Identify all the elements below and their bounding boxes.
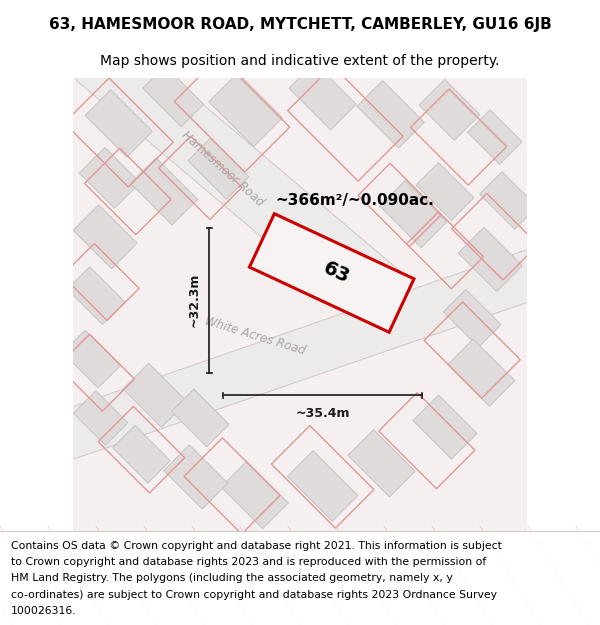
Text: White Acres Road: White Acres Road <box>203 315 307 358</box>
Polygon shape <box>76 31 411 329</box>
Polygon shape <box>63 330 121 388</box>
Polygon shape <box>164 445 228 509</box>
Text: 63: 63 <box>320 259 353 288</box>
Polygon shape <box>419 79 480 140</box>
Text: ~32.3m: ~32.3m <box>187 273 200 328</box>
Polygon shape <box>73 78 527 531</box>
Polygon shape <box>172 389 229 447</box>
Text: ~366m²/~0.090ac.: ~366m²/~0.090ac. <box>275 193 434 208</box>
Polygon shape <box>67 267 125 324</box>
Polygon shape <box>380 181 447 248</box>
Polygon shape <box>73 204 137 269</box>
Polygon shape <box>130 158 198 225</box>
Text: 100026316.: 100026316. <box>11 606 76 616</box>
Polygon shape <box>85 90 152 157</box>
Polygon shape <box>348 429 415 497</box>
Polygon shape <box>209 73 283 147</box>
Polygon shape <box>357 81 424 148</box>
Polygon shape <box>73 391 128 445</box>
Text: HM Land Registry. The polygons (including the associated geometry, namely x, y: HM Land Registry. The polygons (includin… <box>11 574 452 584</box>
Polygon shape <box>221 461 289 529</box>
Polygon shape <box>188 138 249 199</box>
Polygon shape <box>443 289 501 347</box>
Polygon shape <box>289 62 356 130</box>
Polygon shape <box>287 451 358 521</box>
Polygon shape <box>458 228 523 291</box>
Polygon shape <box>250 214 414 332</box>
Text: 63, HAMESMOOR ROAD, MYTCHETT, CAMBERLEY, GU16 6JB: 63, HAMESMOOR ROAD, MYTCHETT, CAMBERLEY,… <box>49 18 551 32</box>
Text: to Crown copyright and database rights 2023 and is reproduced with the permissio: to Crown copyright and database rights 2… <box>11 557 486 567</box>
Polygon shape <box>79 148 140 208</box>
Polygon shape <box>113 426 170 483</box>
Text: Contains OS data © Crown copyright and database right 2021. This information is : Contains OS data © Crown copyright and d… <box>11 541 502 551</box>
Polygon shape <box>413 395 477 459</box>
Text: Hamesmoor Road: Hamesmoor Road <box>179 129 266 209</box>
Polygon shape <box>143 66 203 127</box>
Text: Map shows position and indicative extent of the property.: Map shows position and indicative extent… <box>100 54 500 68</box>
Text: ~35.4m: ~35.4m <box>295 407 350 419</box>
Text: co-ordinates) are subject to Crown copyright and database rights 2023 Ordnance S: co-ordinates) are subject to Crown copyr… <box>11 590 497 600</box>
Polygon shape <box>467 110 522 164</box>
Polygon shape <box>479 172 537 229</box>
Polygon shape <box>43 245 557 464</box>
Polygon shape <box>123 363 187 428</box>
Polygon shape <box>416 162 474 220</box>
Polygon shape <box>448 339 515 406</box>
